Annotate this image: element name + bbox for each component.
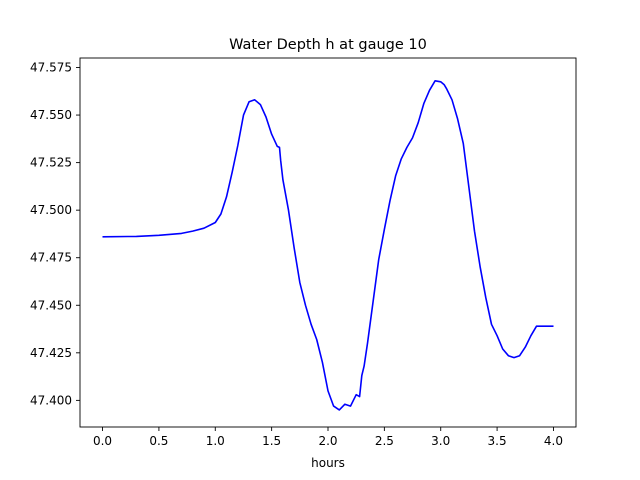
x-tick-label: 2.0 — [318, 434, 337, 448]
y-tick-label: 47.500 — [30, 203, 72, 217]
x-tick-label: 4.0 — [544, 434, 563, 448]
x-tick-label: 0.5 — [149, 434, 168, 448]
x-tick-label: 1.0 — [206, 434, 225, 448]
series-line — [102, 80, 554, 411]
x-tick-label: 3.5 — [488, 434, 507, 448]
y-tick-label: 47.550 — [30, 108, 72, 122]
y-tick-label: 47.475 — [30, 251, 72, 265]
y-tick-label: 47.425 — [30, 346, 72, 360]
x-axis: 0.0 0.5 1.0 1.5 2.0 2.5 3.0 3.5 4.0 — [93, 427, 563, 448]
x-axis-label: hours — [311, 456, 345, 470]
x-tick-label: 0.0 — [93, 434, 112, 448]
y-tick-label: 47.575 — [30, 61, 72, 75]
y-tick-label: 47.450 — [30, 298, 72, 312]
y-tick-label: 47.400 — [30, 393, 72, 407]
x-tick-label: 3.0 — [431, 434, 450, 448]
x-tick-label: 2.5 — [375, 434, 394, 448]
y-tick-label: 47.525 — [30, 156, 72, 170]
x-tick-label: 1.5 — [262, 434, 281, 448]
chart-title: Water Depth h at gauge 10 — [229, 37, 427, 53]
y-axis: 47.400 47.425 47.450 47.475 47.500 47.525 47.5… — [30, 61, 80, 407]
